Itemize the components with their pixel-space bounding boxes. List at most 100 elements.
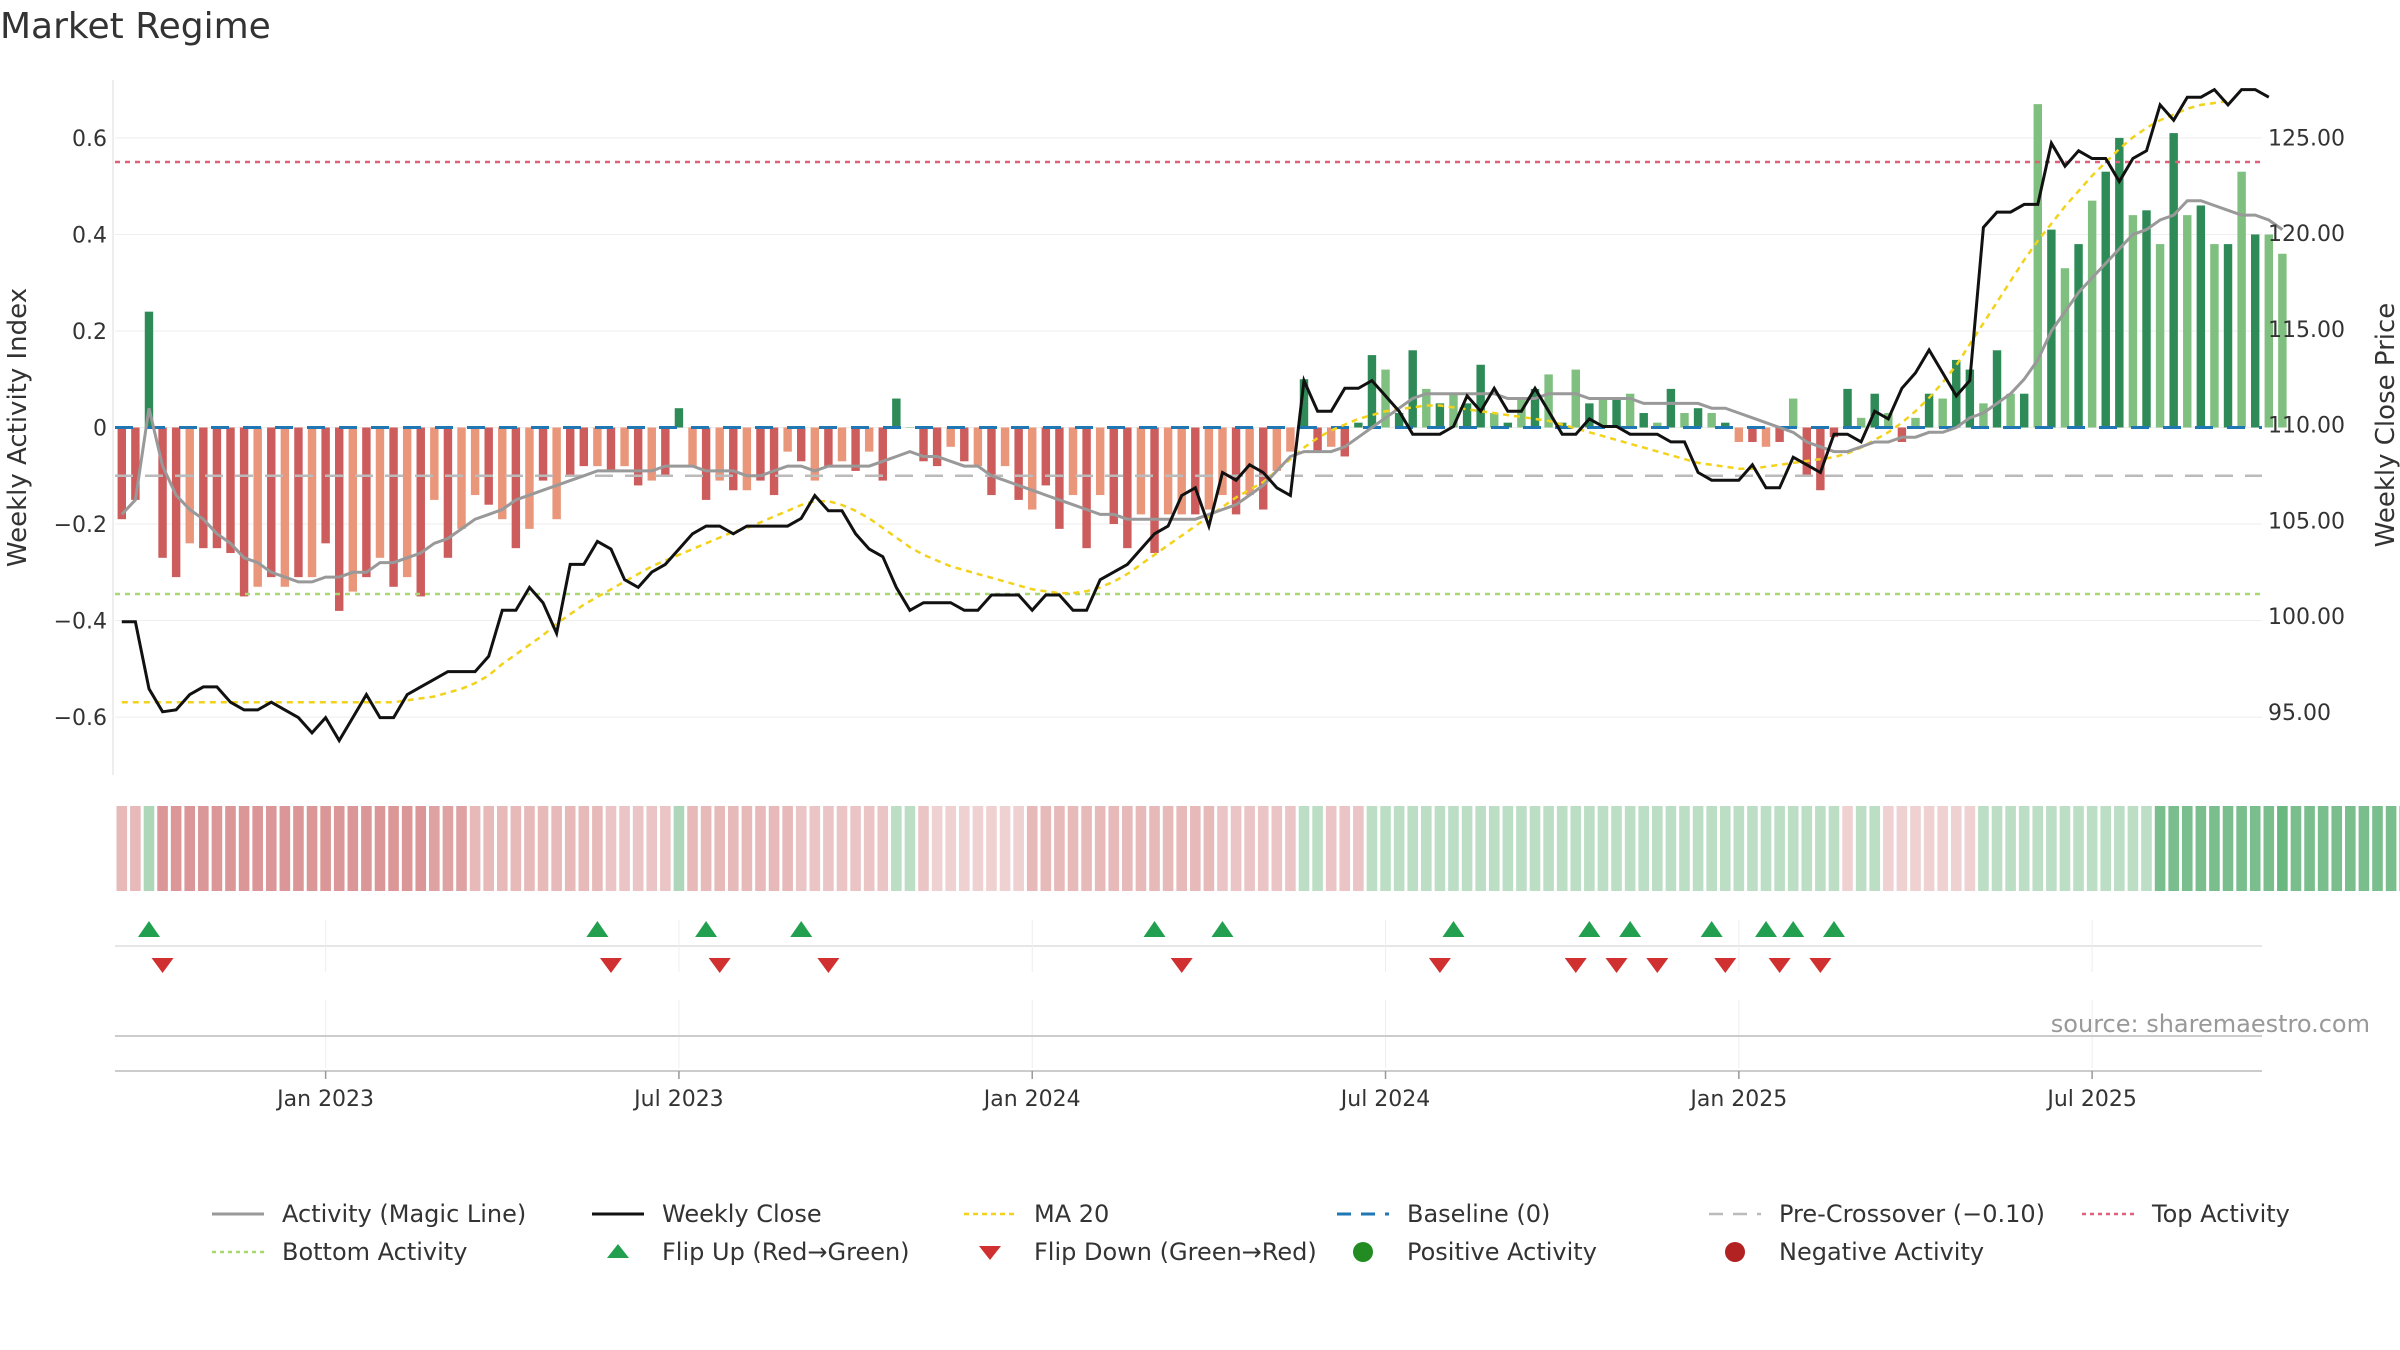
activity-bar xyxy=(2101,171,2110,428)
legend-swatch-flip_down xyxy=(979,1246,1001,1260)
regime-cell xyxy=(592,806,603,891)
regime-cell xyxy=(2181,806,2193,891)
regime-cell xyxy=(265,806,277,891)
regime-cell xyxy=(388,806,399,891)
regime-cell xyxy=(1366,806,1378,891)
legend-label: Flip Down (Green→Red) xyxy=(1034,1238,1317,1266)
regime-cell xyxy=(1801,806,1813,891)
regime-cell xyxy=(2114,806,2125,891)
legend-item-top: Top Activity xyxy=(2080,1200,2290,1228)
activity-bar xyxy=(769,427,779,496)
activity-bar xyxy=(1095,427,1105,496)
activity-bar xyxy=(1136,427,1146,515)
regime-cell xyxy=(170,806,182,891)
activity-bar xyxy=(1775,427,1784,442)
activity-bar xyxy=(212,427,222,549)
regime-cell xyxy=(198,806,209,891)
axes: 0.6 0.4 0.2 0 −0.2 −0.4 −0.6 125.00 120.00 115.00… xyxy=(3,80,2400,775)
regime-cell xyxy=(687,806,698,891)
ma20-line xyxy=(121,99,2229,704)
regime-cell xyxy=(918,806,929,891)
activity-bar xyxy=(1462,403,1472,428)
regime-cell xyxy=(1475,806,1486,891)
legend-label: Flip Up (Red→Green) xyxy=(662,1238,910,1266)
regime-cell xyxy=(1257,806,1269,891)
activity-bar xyxy=(2006,393,2015,428)
activity-bar xyxy=(1476,364,1485,428)
activity-bar xyxy=(878,427,887,481)
regime-cell xyxy=(972,806,984,891)
activity-bar xyxy=(864,427,874,452)
activity-bar xyxy=(1707,413,1716,428)
flip-up-marker xyxy=(695,921,718,937)
activity-bar xyxy=(1666,388,1676,428)
activity-bar xyxy=(1585,403,1594,428)
regime-cell xyxy=(714,806,725,891)
regime-cell xyxy=(347,806,359,891)
regime-cell xyxy=(836,806,848,891)
activity-bar xyxy=(1924,393,1934,428)
activity-bar xyxy=(1490,413,1499,428)
flip-down-marker xyxy=(1646,958,1669,973)
regime-cell xyxy=(1230,806,1242,891)
regime-cell xyxy=(401,806,413,891)
regime-cell xyxy=(1217,806,1228,891)
activity-bar xyxy=(185,427,194,544)
legend-swatch-pos_marker xyxy=(1353,1242,1373,1262)
activity-bar xyxy=(239,427,249,597)
regime-cell xyxy=(1285,806,1296,891)
activity-bar xyxy=(2060,268,2070,428)
activity-bar xyxy=(1367,355,1377,428)
activity-bar xyxy=(2223,244,2233,428)
regime-cell xyxy=(225,806,236,891)
regime-cell xyxy=(279,806,291,891)
activity-bar xyxy=(1326,427,1336,447)
flip-down-marker xyxy=(817,958,840,973)
flip-up-marker xyxy=(1143,921,1166,937)
regime-cell xyxy=(524,806,535,891)
regime-cell xyxy=(1434,806,1446,891)
regime-cell xyxy=(2154,806,2166,891)
activity-bar xyxy=(2033,104,2043,428)
activity-bar xyxy=(321,427,330,544)
activity-bar xyxy=(620,427,629,467)
regime-cell xyxy=(1774,806,1785,891)
y-tick-label: −0.4 xyxy=(54,610,107,635)
regime-cell xyxy=(1013,806,1024,891)
activity-bar xyxy=(2155,244,2165,428)
regime-cell xyxy=(374,806,386,891)
activity-bar xyxy=(1693,408,1703,428)
regime-cell xyxy=(2358,806,2370,891)
legend-label: Activity (Magic Line) xyxy=(282,1200,527,1228)
regime-cell xyxy=(1312,806,1323,891)
activity-bar xyxy=(2169,133,2178,428)
activity-bar xyxy=(1000,427,1010,467)
activity-bar xyxy=(1340,427,1349,457)
activity-bar xyxy=(946,427,955,447)
regime-cell xyxy=(809,806,821,891)
regime-cell xyxy=(823,806,834,891)
legend-label: Top Activity xyxy=(2152,1200,2290,1228)
flip-up-marker xyxy=(1578,921,1601,937)
regime-cell xyxy=(1516,806,1527,891)
activity-bar xyxy=(158,427,167,558)
legend-item-magic: Activity (Magic Line) xyxy=(210,1200,526,1228)
regime-cell xyxy=(945,806,956,891)
regime-cell xyxy=(755,806,766,891)
flip-down-marker xyxy=(1428,958,1451,973)
activity-bar xyxy=(633,427,643,486)
y-tick-label: −0.6 xyxy=(54,706,107,731)
regime-cell xyxy=(143,806,155,891)
activity-bar xyxy=(1734,427,1744,442)
regime-cell xyxy=(2032,806,2044,891)
regime-cell xyxy=(850,806,861,891)
regime-cell xyxy=(2073,806,2084,891)
flip-up-marker xyxy=(1442,921,1465,937)
flip-up-marker xyxy=(1619,921,1642,937)
activity-bar xyxy=(647,427,656,481)
regime-cell xyxy=(2236,806,2247,891)
regime-cell xyxy=(1787,806,1799,891)
regime-cell xyxy=(2059,806,2071,891)
legend-swatch-precross xyxy=(1709,1212,1761,1216)
regime-cell xyxy=(211,806,223,891)
